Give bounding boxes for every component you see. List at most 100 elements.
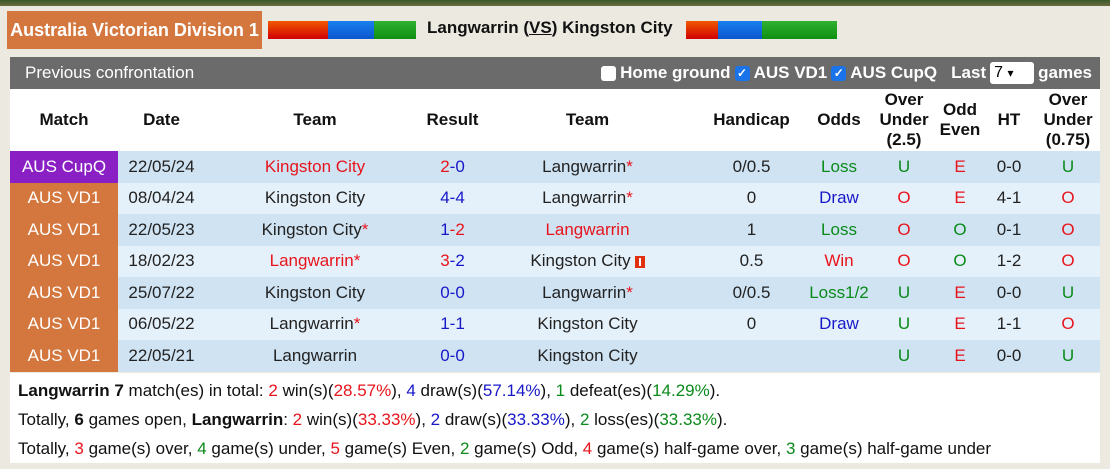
away-team-cell[interactable]: Kingston City (480, 340, 695, 372)
summary-segment: 57.14% (482, 381, 541, 400)
summary-segment: 2 (268, 381, 278, 400)
home-team-cell[interactable]: Kingston City (205, 151, 425, 183)
over-under: U (870, 308, 938, 340)
aus-vd1-checkbox[interactable]: ✓ (734, 65, 750, 81)
away-team-name[interactable]: Kingston City (537, 345, 638, 365)
column-header: Over Under (0.75) (1036, 89, 1100, 151)
chevron-down-icon: ▾ (1007, 66, 1014, 80)
home-team-name[interactable]: Kingston City (264, 282, 366, 302)
odd-even: E (938, 151, 982, 183)
home-team-cell[interactable]: Kingston City (205, 182, 425, 214)
away-team-cell[interactable]: Langwarrin* (480, 182, 695, 214)
matchup-title: Langwarrin (VS) Kingston City (427, 18, 673, 37)
table-row: AUS VD1 22/05/23 Kingston City* 1-2 Lang… (10, 214, 1100, 246)
summary-segment: Langwarrin (191, 410, 284, 429)
score-cell[interactable]: 2-0 (425, 151, 480, 183)
odd-even: O (938, 214, 982, 246)
competition-badge[interactable]: AUS VD1 (10, 277, 118, 309)
score-cell[interactable]: 1-1 (425, 308, 480, 340)
away-team-name[interactable]: Langwarrin (542, 188, 627, 208)
home-ground-label: Home ground (620, 63, 731, 82)
table-row: AUS VD1 08/04/24 Kingston City 4-4 Langw… (10, 182, 1100, 214)
summary-segment: 2 (579, 410, 590, 429)
home-team-name[interactable]: Kingston City (264, 156, 366, 176)
summary-segment: ), (540, 381, 556, 400)
odd-even: E (938, 308, 982, 340)
competition-badge[interactable]: AUS VD1 (10, 245, 118, 277)
column-header: Odds (808, 89, 870, 151)
aus-cupq-checkbox[interactable]: ✓ (831, 65, 847, 81)
score-cell[interactable]: 4-4 (425, 182, 480, 214)
last-games-select[interactable]: 7 ▾ (990, 62, 1035, 84)
home-ground-checkbox[interactable] (601, 65, 617, 81)
away-team-name[interactable]: Langwarrin (542, 156, 627, 176)
away-score: 1 (455, 314, 465, 334)
summary-segment: 3 (785, 439, 796, 458)
competition-badge[interactable]: AUS VD1 (10, 214, 118, 246)
away-team-cell[interactable]: Kingston City (480, 308, 695, 340)
column-header: Team (480, 89, 695, 151)
summary-segment: 33.33% (507, 410, 565, 429)
summary-segment: 33.33% (659, 410, 717, 429)
summary-segment: game(s) over, (83, 439, 198, 458)
handicap: 0 (695, 308, 808, 340)
summary-segment: Langwarrin 7 (18, 381, 124, 400)
competition-badge[interactable]: AUS VD1 (10, 340, 118, 372)
half-time-score: 0-0 (982, 340, 1036, 372)
home-score: 0 (440, 345, 450, 365)
home-team-cell[interactable]: Kingston City (205, 277, 425, 309)
summary-segment: ), (415, 410, 431, 429)
match-date: 18/02/23 (118, 245, 205, 277)
over-under-075: U (1036, 151, 1100, 183)
summary-segment: win(s)( (277, 381, 334, 400)
score-cell[interactable]: 0-0 (425, 340, 480, 372)
home-score: 1 (440, 314, 450, 334)
away-score: 0 (455, 156, 465, 176)
half-time-score: 1-1 (982, 308, 1036, 340)
summary-segment: Totally, (18, 439, 75, 458)
away-team-name[interactable]: Langwarrin (542, 282, 627, 302)
summary-segment: loss(es)( (589, 410, 660, 429)
vs-link[interactable]: VS (529, 18, 552, 37)
away-team-name[interactable]: Langwarrin (545, 219, 630, 239)
score-cell[interactable]: 1-2 (425, 214, 480, 246)
home-team-cell[interactable]: Langwarrin* (205, 245, 425, 277)
home-team-name[interactable]: Kingston City (261, 219, 362, 239)
competition-badge[interactable]: AUS VD1 (10, 182, 118, 214)
home-team-cell[interactable]: Langwarrin* (205, 308, 425, 340)
competition-badge[interactable]: AUS VD1 (10, 308, 118, 340)
odd-even: O (938, 245, 982, 277)
odds-result (808, 340, 870, 372)
home-team-name[interactable]: Kingston City (264, 188, 366, 208)
home-team-cell[interactable]: Kingston City* (205, 214, 425, 246)
home-score: 3 (440, 251, 450, 271)
home-team-cell[interactable]: Langwarrin (205, 340, 425, 372)
summary-segment: 2 (430, 410, 441, 429)
handicap (695, 340, 808, 372)
away-team-cell[interactable]: Langwarrin (480, 214, 695, 246)
home-team-name[interactable]: Langwarrin (272, 345, 358, 365)
score-cell[interactable]: 3-2 (425, 245, 480, 277)
summary-segment: ), (391, 381, 407, 400)
away-team-cell[interactable]: Langwarrin* (480, 277, 695, 309)
away-team-name[interactable]: Kingston City (530, 251, 631, 271)
column-header: Over Under (2.5) (870, 89, 938, 151)
away-team-cell[interactable]: Langwarrin* (480, 151, 695, 183)
summary-line-matches: Langwarrin 7 match(es) in total: 2 win(s… (18, 381, 720, 401)
odds-result: Loss1/2 (808, 277, 870, 309)
away-team-cell[interactable]: Kingston City (480, 245, 695, 277)
home-team-name[interactable]: Langwarrin (269, 314, 354, 334)
home-team-name[interactable]: Langwarrin (269, 251, 354, 271)
competition-badge[interactable]: AUS CupQ (10, 151, 118, 183)
summary-segment: : (283, 410, 293, 429)
summary-segment: 2 (459, 439, 470, 458)
column-header: Handicap (695, 89, 808, 151)
away-team-name[interactable]: Kingston City (537, 314, 638, 334)
over-under-075: U (1036, 340, 1100, 372)
over-under-075: O (1036, 214, 1100, 246)
over-under: O (870, 214, 938, 246)
score-cell[interactable]: 0-0 (425, 277, 480, 309)
half-time-score: 0-0 (982, 151, 1036, 183)
summary-segment: win(s)( (302, 410, 358, 429)
away-score: 4 (455, 188, 465, 208)
